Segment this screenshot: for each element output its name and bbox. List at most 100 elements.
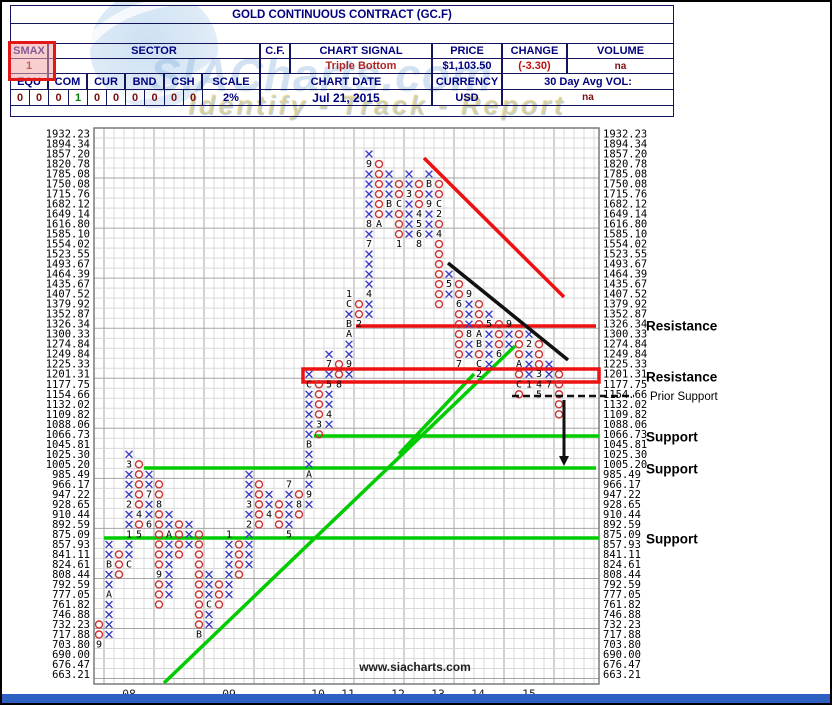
o-symbol [414, 199, 424, 209]
o-symbol [394, 179, 404, 189]
month-marker: B [346, 319, 352, 330]
month-marker: 4 [416, 209, 422, 220]
o-symbol [94, 630, 104, 639]
x-symbol [525, 350, 533, 359]
o-symbol [194, 580, 204, 589]
x-symbol [365, 310, 373, 319]
o-symbol [374, 179, 384, 189]
x-symbol [225, 540, 233, 549]
month-marker: 3 [126, 459, 132, 470]
currency-header: CURRENCY [432, 73, 502, 90]
o-symbol [134, 500, 144, 509]
price-axis-label-left: 1274.84 [46, 339, 90, 351]
price-axis-label-right: 1616.80 [603, 219, 647, 231]
month-marker: B [476, 339, 482, 350]
x-symbol [245, 530, 253, 539]
x-symbol [125, 520, 133, 529]
x-symbol [205, 620, 213, 629]
month-marker: 3 [406, 189, 412, 200]
o-symbol [434, 279, 444, 289]
price-axis-label-right: 1649.14 [603, 209, 647, 221]
x-symbol [225, 560, 233, 569]
price-axis-label-right: 857.93 [603, 539, 641, 551]
month-marker: A [476, 329, 482, 340]
x-symbol [405, 230, 413, 238]
x-symbol [205, 610, 213, 619]
o-symbol [434, 289, 444, 299]
site-url[interactable]: www.siacharts.com [358, 660, 471, 674]
x-symbol [185, 520, 193, 529]
month-marker: 7 [146, 489, 152, 500]
x-symbol [165, 510, 173, 519]
price-axis-label-left: 808.44 [52, 569, 90, 581]
o-symbol [474, 319, 484, 329]
month-marker: C [436, 199, 442, 210]
volume-header: VOLUME [567, 43, 674, 59]
o-symbol [154, 520, 164, 529]
annotation-label: Support [646, 430, 698, 445]
x-symbol [165, 570, 173, 579]
scale-value: 2% [202, 89, 260, 106]
x-symbol [245, 540, 253, 549]
x-symbol [205, 570, 213, 579]
price-axis-label-right: 1005.20 [603, 459, 647, 471]
x-symbol [325, 400, 333, 409]
x-symbol [125, 450, 133, 459]
x-symbol [105, 630, 113, 639]
o-symbol [454, 289, 464, 299]
price-header: PRICE [432, 43, 502, 59]
x-symbol [305, 430, 313, 439]
x-symbol [245, 550, 253, 559]
o-symbol [314, 380, 324, 389]
price-axis-label-right: 1225.33 [603, 359, 647, 371]
month-marker: 1 [396, 239, 402, 250]
x-symbol [405, 180, 413, 188]
o-symbol [154, 560, 164, 569]
x-symbol [425, 220, 433, 228]
csh-header: CSH [164, 73, 202, 90]
smax-value: 1 [10, 58, 48, 74]
o-symbol [254, 520, 264, 529]
x-symbol [245, 480, 253, 489]
x-symbol [145, 510, 153, 519]
o-symbol [154, 590, 164, 599]
price-axis-label-left: 1088.06 [46, 419, 90, 431]
month-marker: B [386, 199, 392, 210]
x-symbol [525, 370, 533, 379]
chart-signal-value: Triple Bottom [290, 58, 432, 74]
price-axis-label-right: 1274.84 [603, 339, 647, 351]
x-symbol [425, 190, 433, 198]
o-symbol [554, 410, 564, 419]
price-axis-label-right: 928.65 [603, 499, 641, 511]
price-axis-label-left: 1249.84 [46, 349, 90, 361]
price-axis-label-left: 1132.02 [46, 399, 90, 411]
price-axis-label-left: 1785.08 [46, 169, 90, 181]
o-symbol [314, 390, 324, 399]
month-marker: 2 [526, 339, 532, 350]
month-marker: 7 [456, 359, 462, 370]
o-symbol [114, 560, 124, 569]
price-axis-label-right: 875.09 [603, 529, 641, 541]
x-symbol [305, 500, 313, 509]
price-axis-label-left: 857.93 [52, 539, 90, 551]
x-symbol [365, 210, 373, 218]
price-axis-label-left: 1025.30 [46, 449, 90, 461]
price-axis-label-left: 985.49 [52, 469, 90, 481]
x-symbol [485, 330, 493, 339]
price-axis-label-right: 1326.34 [603, 319, 647, 331]
annotation-label: Support [646, 462, 698, 477]
x-symbol [385, 170, 393, 178]
x-symbol [325, 420, 333, 429]
price-axis-label-right: 732.23 [603, 619, 641, 631]
o-symbol [114, 550, 124, 559]
o-symbol [174, 520, 184, 529]
month-marker: 9 [156, 569, 162, 580]
month-marker: A [306, 469, 312, 480]
month-marker: 7 [326, 359, 332, 370]
o-symbol [234, 550, 244, 559]
o-symbol [374, 159, 384, 169]
price-axis-label-left: 1407.52 [46, 289, 90, 301]
flag-cell: 1 [68, 89, 88, 106]
o-symbol [174, 550, 184, 559]
